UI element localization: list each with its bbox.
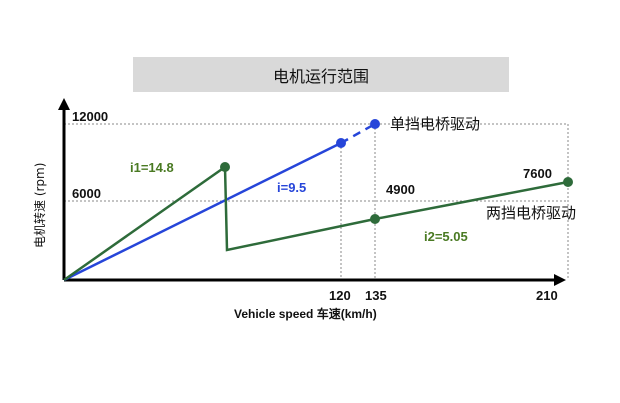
grid-lines xyxy=(64,123,569,280)
axes xyxy=(58,98,566,286)
label-i1: i1=14.8 xyxy=(130,160,174,175)
y-axis-label: 电机转速 (rpm) xyxy=(32,163,47,248)
label-i2: i2=5.05 xyxy=(424,229,468,244)
x-tick-120: 120 xyxy=(329,288,351,303)
label-7600: 7600 xyxy=(523,166,552,181)
label-i: i=9.5 xyxy=(277,180,306,195)
y-axis-arrow-icon xyxy=(58,98,70,110)
series-single-speed xyxy=(63,119,380,282)
chart-title: 电机运行范围 xyxy=(272,66,369,86)
two-speed-markers xyxy=(220,162,573,224)
x-axis-arrow-icon xyxy=(554,274,566,286)
x-tick-210: 210 xyxy=(536,288,558,303)
y-tick-6000: 6000 xyxy=(72,186,101,201)
label-two-speed: 两挡电桥驱动 xyxy=(486,204,576,222)
x-axis-label: Vehicle speed 车速(km/h) xyxy=(234,306,377,321)
series-two-speed xyxy=(63,164,569,282)
label-4900: 4900 xyxy=(386,182,415,197)
label-single-speed: 单挡电桥驱动 xyxy=(390,115,480,133)
chart-title-box: 电机运行范围 xyxy=(133,57,509,92)
x-tick-135: 135 xyxy=(365,288,387,303)
y-tick-12000: 12000 xyxy=(72,109,108,124)
